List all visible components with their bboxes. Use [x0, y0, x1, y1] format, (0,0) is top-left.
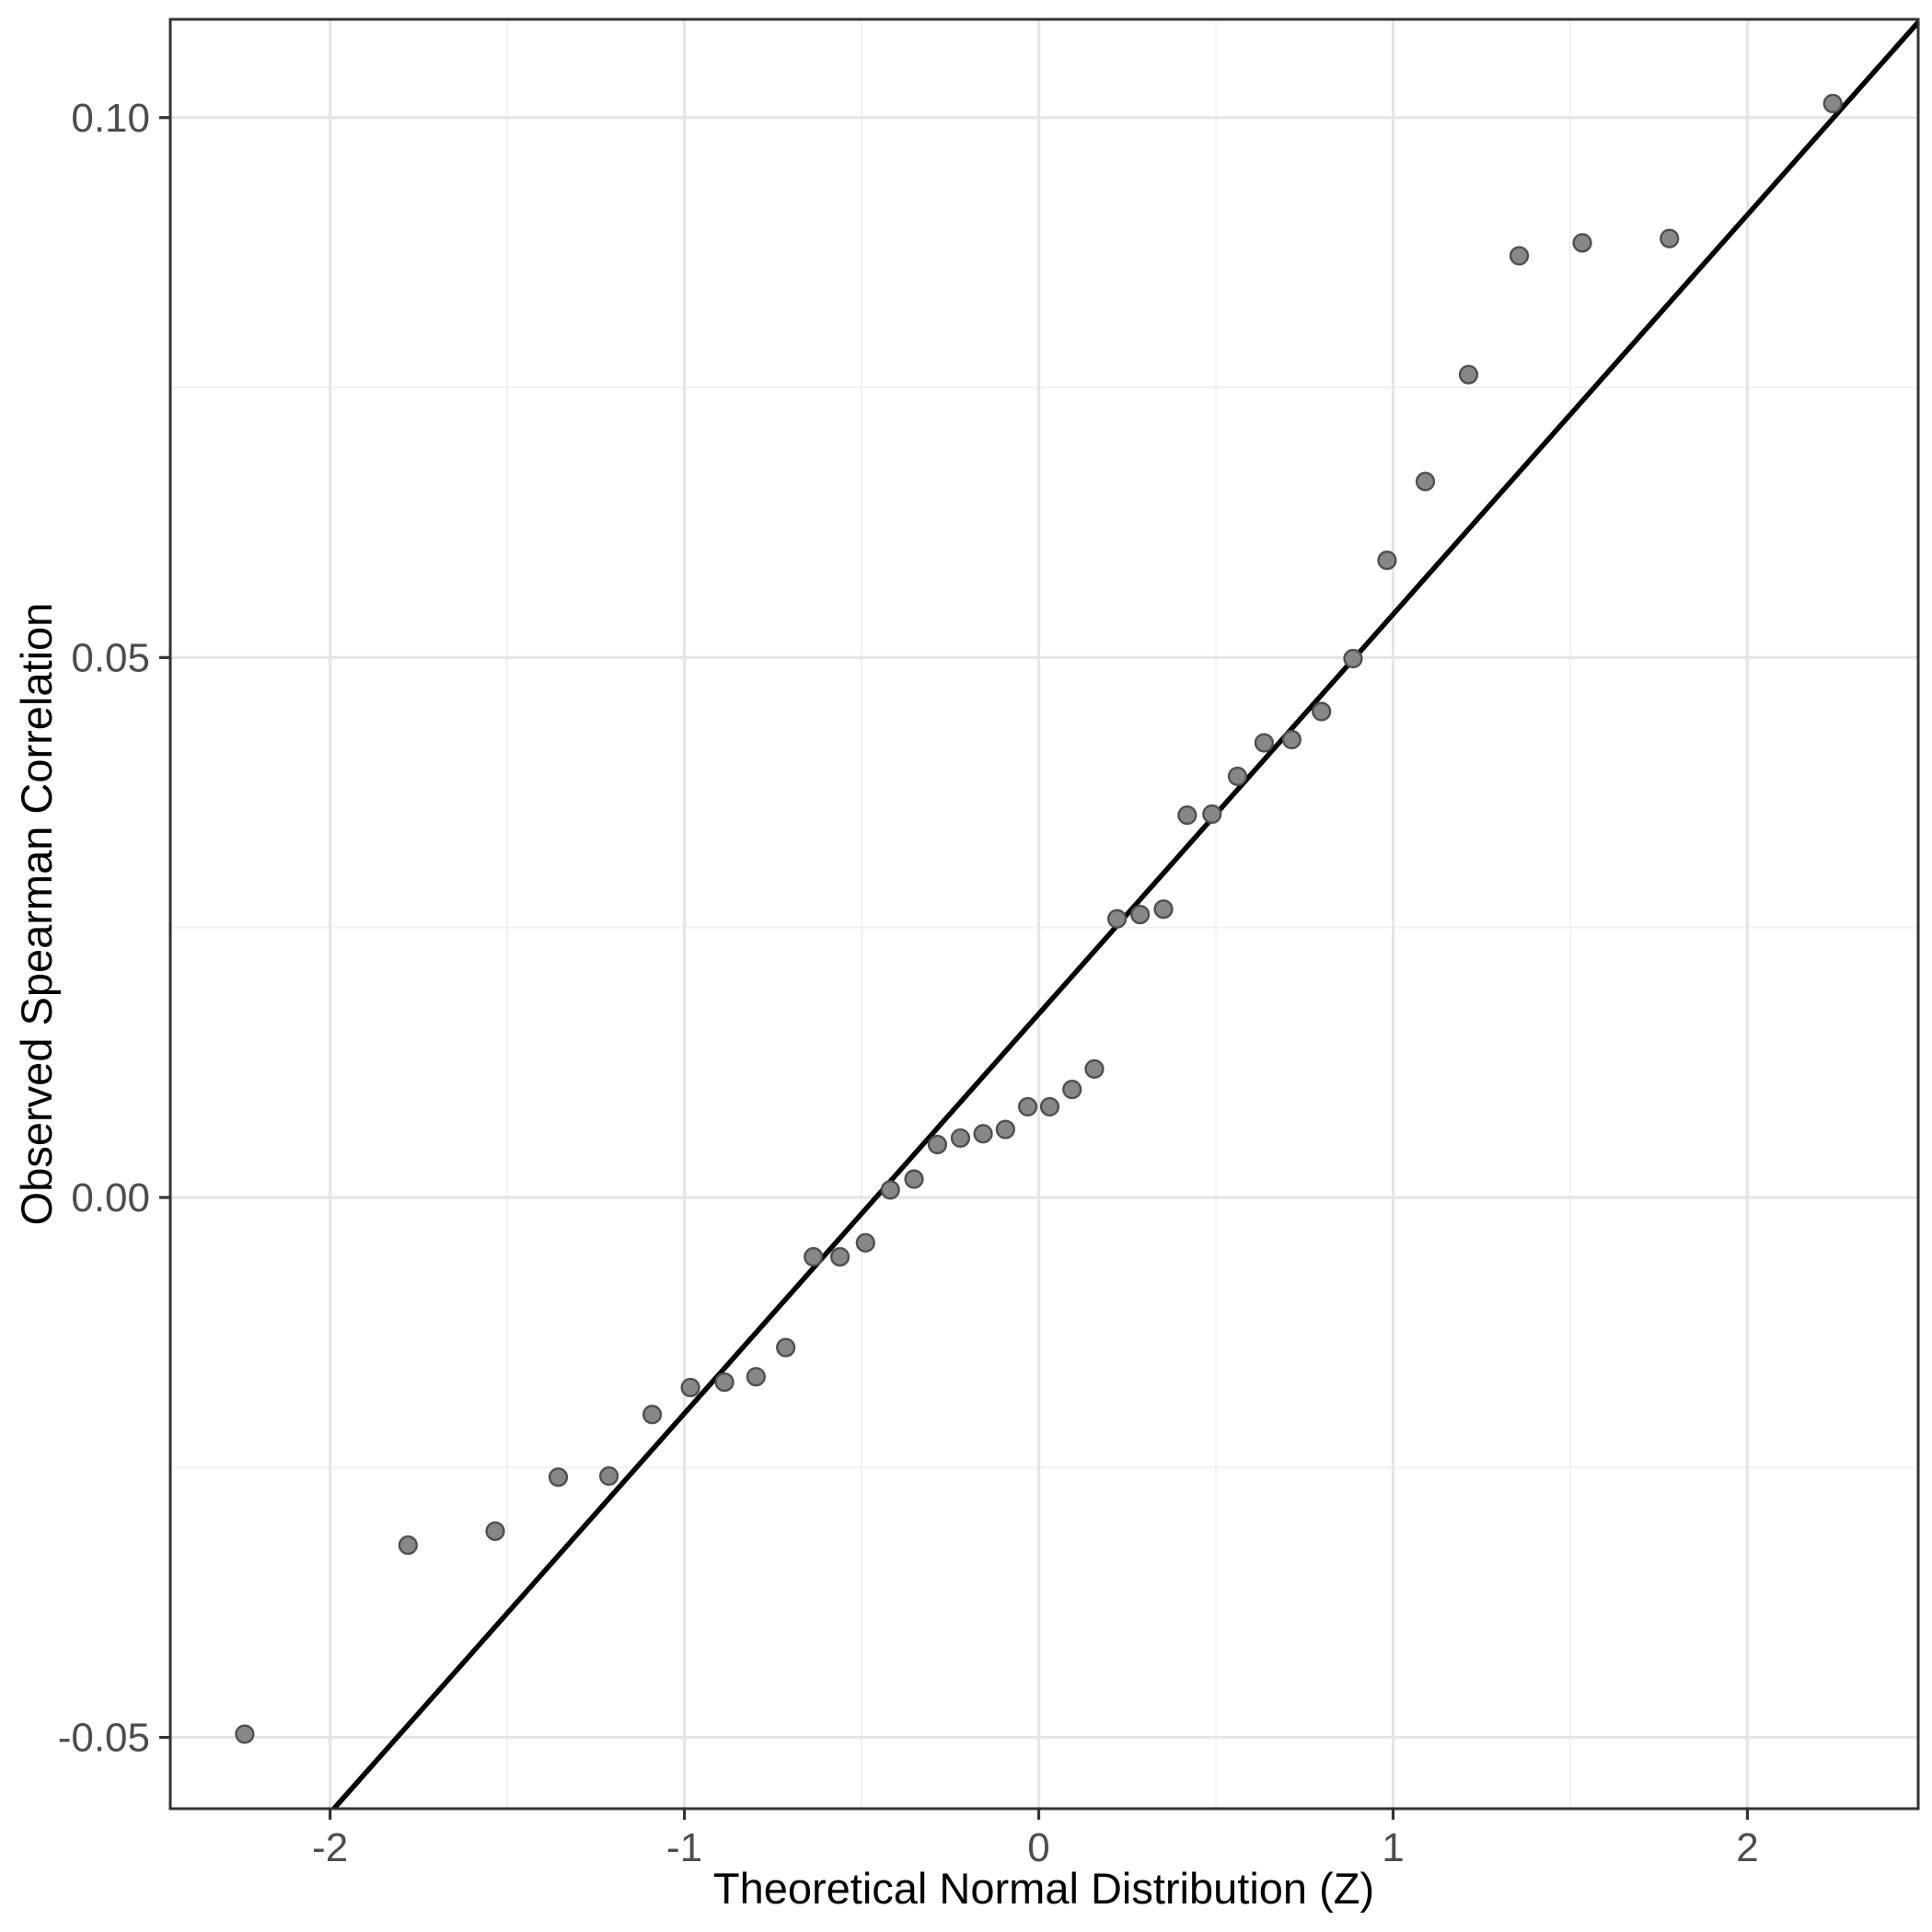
data-point [1660, 228, 1680, 249]
data-point [1343, 648, 1363, 669]
data-point [1017, 1096, 1038, 1117]
data-point [804, 1246, 824, 1267]
data-point [680, 1377, 700, 1398]
data-point [776, 1337, 796, 1358]
data-point [880, 1180, 900, 1200]
data-point [829, 1246, 850, 1267]
y-axis-title: Observed Spearman Correlation [12, 603, 61, 1226]
x-axis-title: Theoretical Normal Distribution (Z) [713, 1864, 1374, 1913]
data-point [855, 1232, 875, 1253]
data-point [1415, 471, 1436, 492]
panel-background-layer [170, 19, 1918, 1809]
panel-border [168, 17, 1920, 1811]
data-point [1281, 729, 1301, 750]
data-point [1202, 804, 1222, 825]
data-points-layer [235, 93, 1843, 1744]
x-tick-label: 0 [1027, 1825, 1049, 1870]
x-tick-label: 1 [1382, 1825, 1404, 1870]
x-tick-label: -2 [312, 1825, 348, 1870]
y-tick-label: 0.10 [71, 96, 150, 141]
data-point [1084, 1059, 1105, 1079]
x-tick-label: -1 [666, 1825, 702, 1870]
data-point [714, 1371, 735, 1393]
major-gridlines [170, 19, 1918, 1809]
data-point [1377, 550, 1397, 571]
data-point [1107, 908, 1128, 929]
data-point [1177, 805, 1197, 826]
data-point [485, 1521, 505, 1542]
data-point [548, 1467, 569, 1487]
data-point [950, 1128, 971, 1149]
data-point [746, 1367, 766, 1387]
y-tick-label: 0.00 [71, 1175, 150, 1221]
data-point [598, 1466, 619, 1487]
data-point [1130, 904, 1151, 925]
data-point [1153, 899, 1174, 920]
data-point [973, 1124, 993, 1144]
tick-labels-layer: -2 -1 0 1 2 -0.05 0.00 0.05 0.10 [58, 96, 1759, 1870]
data-point [235, 1724, 255, 1744]
data-point [927, 1134, 948, 1155]
panel-border-layer [168, 17, 1920, 1811]
panel-background [170, 19, 1918, 1809]
data-point [1227, 766, 1248, 787]
data-point [1039, 1096, 1060, 1117]
minor-gridlines [170, 19, 1918, 1809]
data-point [1572, 233, 1592, 253]
axis-ticks-layer [159, 116, 1750, 1820]
data-point [1822, 93, 1843, 114]
data-point [1458, 364, 1479, 385]
data-point [904, 1169, 924, 1189]
y-tick-label: -0.05 [58, 1716, 150, 1761]
data-point [642, 1405, 663, 1425]
data-point [995, 1119, 1015, 1140]
data-point [1254, 733, 1274, 753]
data-point [1062, 1080, 1082, 1100]
data-point [398, 1535, 418, 1556]
data-point [1509, 246, 1530, 266]
data-point [1312, 701, 1332, 722]
y-tick-label: 0.05 [71, 635, 150, 680]
x-tick-label: 2 [1736, 1825, 1758, 1870]
